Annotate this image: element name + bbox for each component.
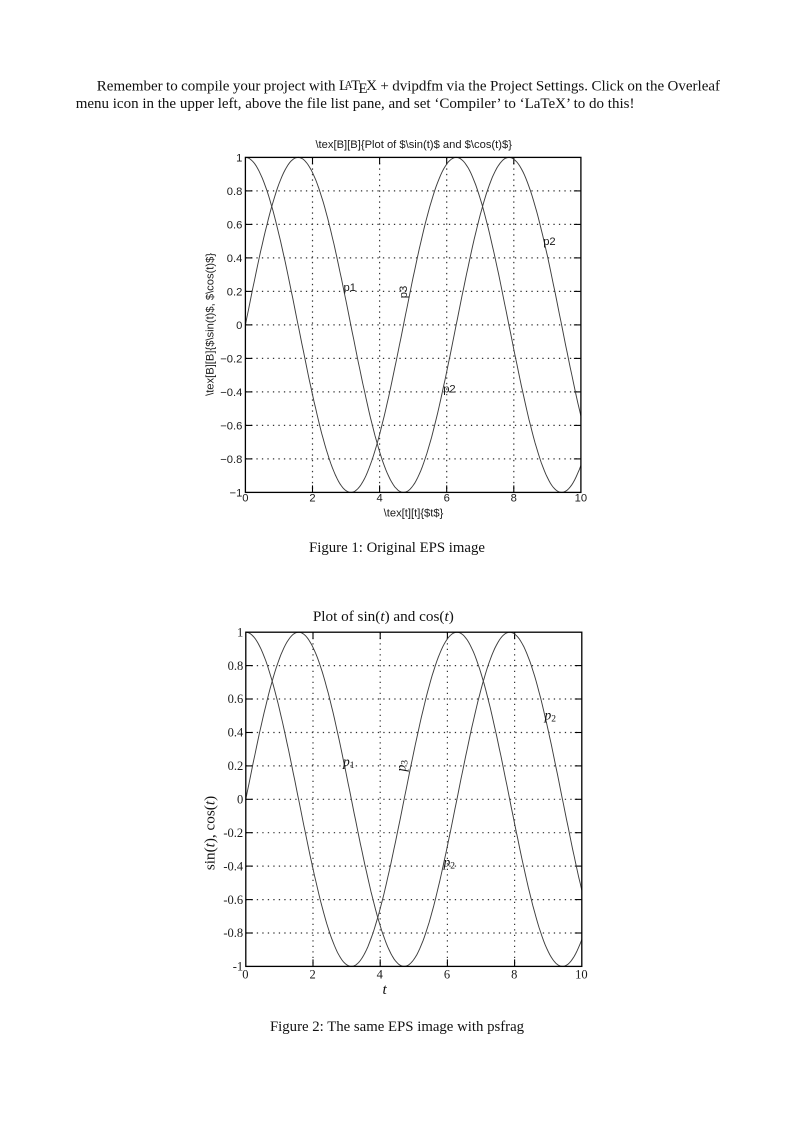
- svg-text:0.8: 0.8: [228, 659, 244, 673]
- svg-text:6: 6: [444, 493, 450, 505]
- svg-text:p2: p2: [543, 236, 555, 248]
- svg-text:−0.2: −0.2: [220, 353, 242, 365]
- svg-text:2: 2: [309, 968, 315, 982]
- svg-text:\tex[B][B]{$\sin(t)$, $\cos(t): \tex[B][B]{$\sin(t)$, $\cos(t)$}: [205, 253, 217, 396]
- svg-text:0.4: 0.4: [227, 253, 243, 265]
- svg-text:8: 8: [511, 968, 517, 982]
- svg-text:0.6: 0.6: [227, 219, 243, 231]
- svg-text:2: 2: [309, 493, 315, 505]
- svg-text:p1: p1: [342, 754, 355, 771]
- svg-text:-0.8: -0.8: [223, 926, 243, 940]
- svg-text:1: 1: [237, 625, 243, 639]
- svg-text:p2: p2: [443, 854, 456, 871]
- svg-text:8: 8: [511, 493, 517, 505]
- svg-text:0.2: 0.2: [228, 759, 244, 773]
- svg-text:−0.4: −0.4: [220, 387, 242, 399]
- svg-text:p2: p2: [443, 383, 455, 395]
- svg-text:\tex[t][t]{$t$}: \tex[t][t]{$t$}: [384, 507, 444, 519]
- svg-text:6: 6: [444, 968, 450, 982]
- svg-text:4: 4: [376, 493, 382, 505]
- svg-text:-0.6: -0.6: [223, 893, 243, 907]
- svg-text:p3: p3: [394, 760, 411, 773]
- svg-text:0: 0: [242, 968, 248, 982]
- svg-text:0: 0: [237, 793, 243, 807]
- svg-text:−0.8: −0.8: [220, 454, 242, 466]
- svg-text:\tex[B][B]{Plot of $\sin(t)$ a: \tex[B][B]{Plot of $\sin(t)$ and $\cos(t…: [315, 139, 512, 151]
- svg-text:0.2: 0.2: [227, 286, 243, 298]
- svg-text:-0.4: -0.4: [223, 859, 244, 873]
- svg-text:sin(t), cos(t): sin(t), cos(t): [202, 796, 219, 870]
- svg-text:1: 1: [236, 152, 242, 164]
- svg-text:10: 10: [575, 493, 587, 505]
- svg-text:-1: -1: [233, 960, 243, 974]
- svg-text:−0.6: −0.6: [220, 420, 242, 432]
- svg-text:10: 10: [575, 968, 588, 982]
- svg-text:p1: p1: [344, 282, 356, 294]
- svg-text:0.4: 0.4: [228, 726, 244, 740]
- svg-text:-0.2: -0.2: [223, 826, 243, 840]
- svg-text:4: 4: [377, 968, 384, 982]
- svg-text:0: 0: [236, 320, 242, 332]
- svg-text:0.8: 0.8: [227, 186, 243, 198]
- svg-text:0.6: 0.6: [228, 692, 244, 706]
- svg-text:−1: −1: [230, 487, 243, 499]
- svg-text:t: t: [382, 981, 387, 998]
- svg-text:p3: p3: [398, 286, 410, 298]
- svg-text:p2: p2: [544, 708, 557, 725]
- svg-text:0: 0: [242, 493, 248, 505]
- svg-text:Plot of sin(t) and cos(t): Plot of sin(t) and cos(t): [313, 608, 454, 625]
